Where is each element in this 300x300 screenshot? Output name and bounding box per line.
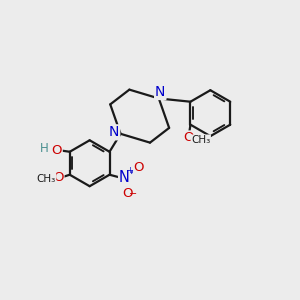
Text: CH₃: CH₃ — [37, 174, 56, 184]
Text: O: O — [134, 160, 144, 174]
Text: N: N — [119, 170, 130, 185]
Text: +: + — [126, 166, 133, 175]
Text: N: N — [109, 125, 119, 139]
Text: O: O — [184, 131, 194, 144]
Text: O: O — [122, 187, 132, 200]
Text: H: H — [40, 142, 49, 155]
Text: O: O — [53, 171, 64, 184]
Text: −: − — [129, 189, 137, 199]
Text: CH₃: CH₃ — [191, 135, 210, 145]
Text: N: N — [155, 85, 166, 99]
Text: O: O — [51, 144, 62, 157]
